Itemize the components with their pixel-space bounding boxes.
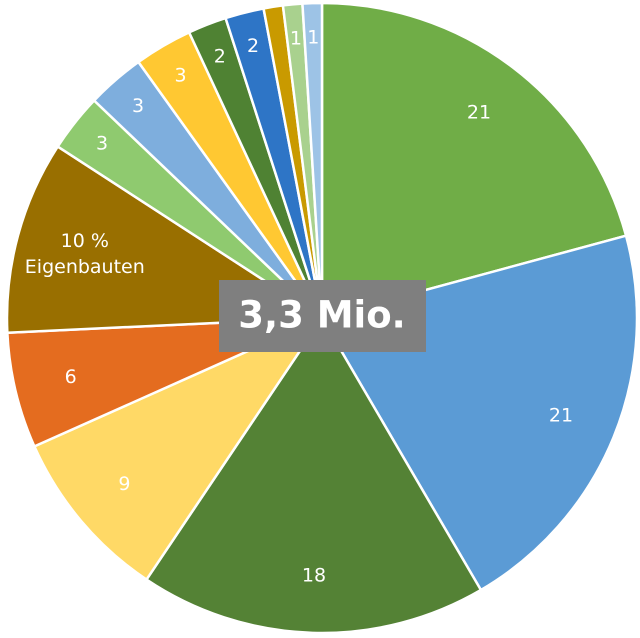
slice-label: 6 — [65, 366, 77, 388]
slice-label: 3 — [96, 133, 108, 155]
pie-slice — [145, 316, 483, 635]
pie-slices — [5, 1, 639, 635]
slice-label: 21 — [467, 101, 491, 123]
slice-label: 9 — [118, 473, 130, 495]
slice-label: 2 — [247, 35, 259, 57]
center-label-box — [219, 280, 426, 352]
slice-label: 1 — [290, 27, 302, 49]
slice-label: 1 — [307, 26, 319, 48]
slice-label: 3 — [175, 64, 187, 86]
center-label: 3,3 Mio. — [238, 294, 405, 337]
slice-label: 18 — [302, 565, 326, 587]
pie-slice — [33, 316, 324, 581]
slice-label: 21 — [549, 404, 573, 426]
slice-label: 3 — [132, 95, 144, 117]
slice-label: 10 % Eigenbauten — [25, 229, 145, 277]
center-badge: 3,3 Mio. — [219, 280, 426, 352]
pie-slice — [320, 1, 628, 320]
slice-label: 2 — [214, 46, 226, 68]
pie-slice — [301, 1, 324, 320]
